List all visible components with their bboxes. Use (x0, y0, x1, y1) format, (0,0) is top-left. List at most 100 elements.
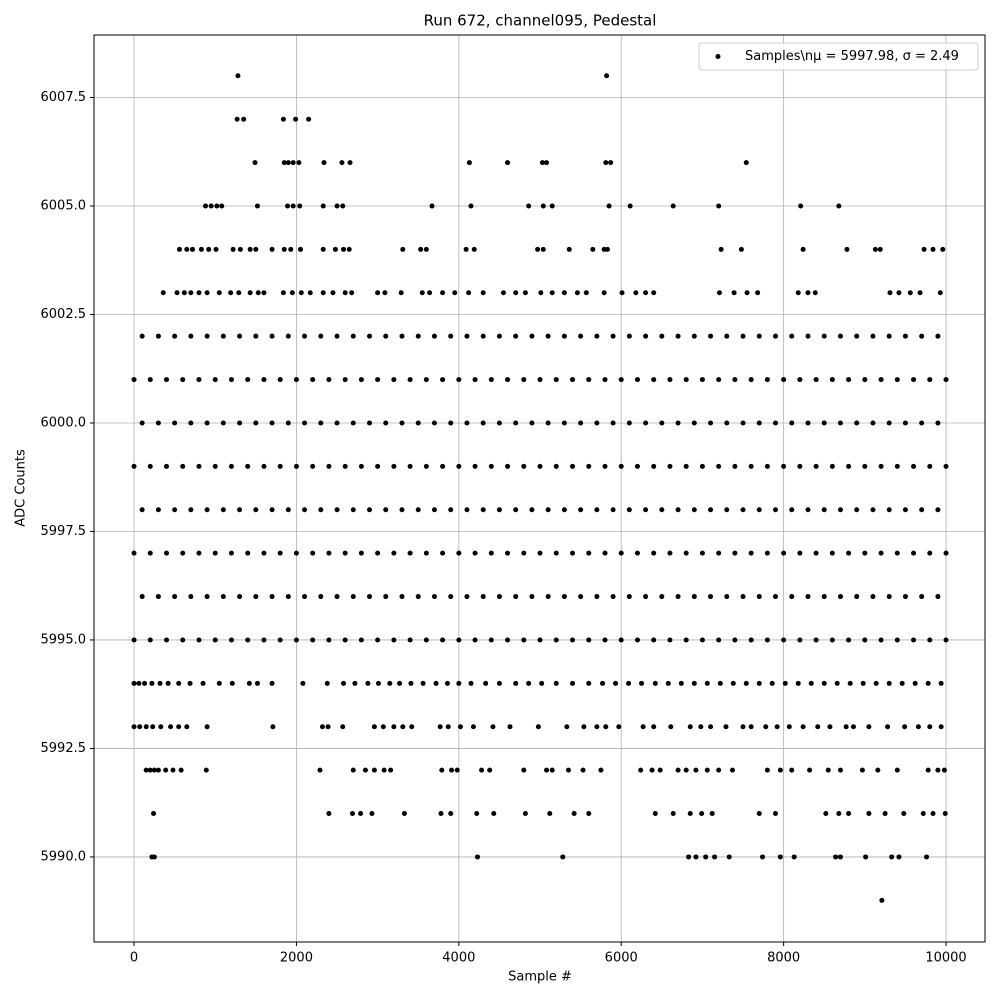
data-point (367, 420, 373, 426)
data-point (634, 463, 640, 469)
data-point (320, 203, 326, 209)
data-point (269, 680, 275, 686)
data-point (862, 550, 868, 556)
data-point (136, 680, 142, 686)
data-point (604, 73, 610, 79)
data-point (813, 463, 819, 469)
data-point (837, 333, 843, 339)
data-point (400, 724, 406, 730)
data-point (943, 550, 949, 556)
data-point (875, 767, 881, 773)
data-point (777, 767, 783, 773)
data-point (764, 463, 770, 469)
data-point (367, 333, 373, 339)
data-point (188, 333, 194, 339)
data-point (583, 290, 589, 296)
data-point (270, 724, 276, 730)
data-point (330, 290, 336, 296)
data-point (553, 637, 559, 643)
data-point (781, 550, 787, 556)
data-point (214, 203, 220, 209)
data-point (943, 637, 949, 643)
data-point (813, 637, 819, 643)
data-point (578, 333, 584, 339)
data-point (513, 507, 519, 513)
data-point (219, 203, 225, 209)
data-point (643, 290, 649, 296)
data-point (764, 377, 770, 383)
data-point (549, 767, 555, 773)
data-point (859, 767, 865, 773)
data-point (578, 507, 584, 513)
data-point (397, 680, 403, 686)
data-point (349, 290, 355, 296)
data-point (369, 811, 375, 817)
data-point (935, 767, 941, 773)
data-point (927, 637, 933, 643)
data-point (843, 724, 849, 730)
data-point (342, 377, 348, 383)
data-point (724, 333, 730, 339)
data-point (383, 594, 389, 600)
data-point (919, 333, 925, 339)
data-point (670, 811, 676, 817)
data-point (870, 420, 876, 426)
data-point (188, 507, 194, 513)
data-point (769, 680, 775, 686)
data-point (553, 550, 559, 556)
data-point (204, 333, 210, 339)
data-point (178, 767, 184, 773)
data-point (544, 160, 550, 166)
data-point (643, 594, 649, 600)
data-point (172, 420, 178, 426)
data-point (318, 507, 324, 513)
data-point (773, 594, 779, 600)
data-point (457, 724, 463, 730)
data-point (930, 811, 936, 817)
data-point (825, 767, 831, 773)
data-point (155, 594, 161, 600)
data-point (339, 160, 345, 166)
data-point (708, 420, 714, 426)
data-point (626, 507, 632, 513)
data-point (468, 680, 474, 686)
data-point (318, 594, 324, 600)
data-point (474, 811, 480, 817)
data-point (318, 333, 324, 339)
data-point (176, 724, 182, 730)
data-point (529, 333, 535, 339)
data-point (795, 290, 801, 296)
x-tick-label: 6000 (605, 951, 638, 966)
data-point (729, 767, 735, 773)
data-point (488, 550, 494, 556)
data-point (375, 680, 381, 686)
data-point (756, 811, 762, 817)
data-point (418, 246, 424, 252)
data-point (507, 724, 513, 730)
data-point (490, 724, 496, 730)
data-point (896, 854, 902, 860)
data-point (302, 507, 308, 513)
data-point (526, 680, 532, 686)
data-point (346, 246, 352, 252)
data-point (285, 160, 291, 166)
data-point (365, 680, 371, 686)
data-point (547, 811, 553, 817)
data-point (797, 550, 803, 556)
data-point (280, 290, 286, 296)
data-point (927, 550, 933, 556)
data-point (464, 333, 470, 339)
data-point (699, 463, 705, 469)
data-point (310, 463, 316, 469)
data-point (657, 767, 663, 773)
data-point (212, 550, 218, 556)
data-point (886, 420, 892, 426)
data-point (610, 420, 616, 426)
data-point (293, 637, 299, 643)
data-point (456, 550, 462, 556)
data-point (391, 724, 397, 730)
y-tick-label: 5997.5 (41, 524, 87, 539)
data-point (383, 420, 389, 426)
data-point (188, 594, 194, 600)
data-point (886, 680, 892, 686)
